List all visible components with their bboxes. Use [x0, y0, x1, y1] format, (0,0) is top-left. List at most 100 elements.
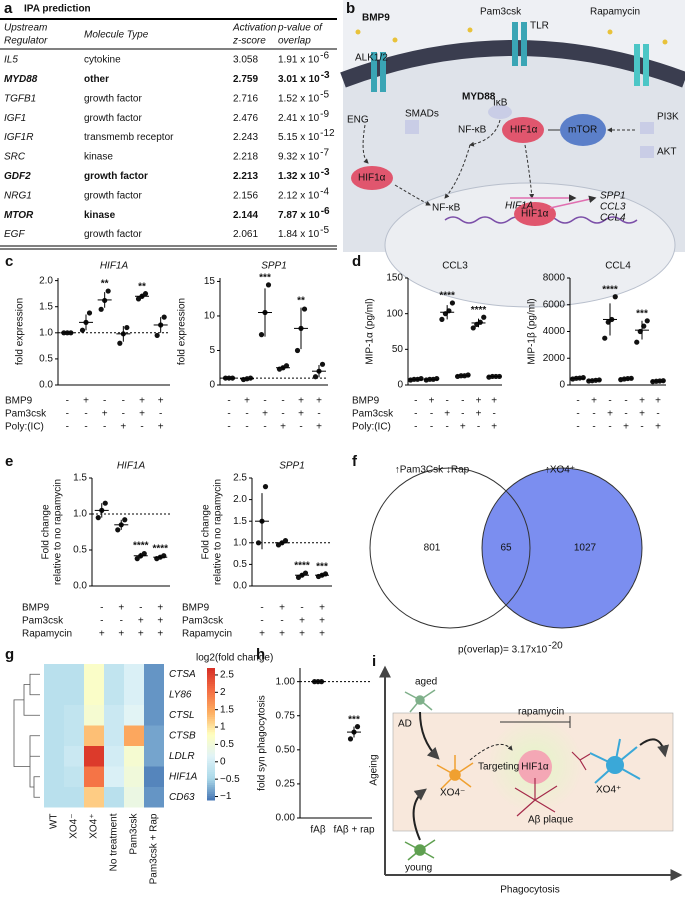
- p-exponent: -6: [321, 206, 330, 217]
- heat-cell: [84, 684, 104, 705]
- condition-sign: +: [118, 629, 124, 640]
- diagram-label: TLR: [530, 21, 549, 32]
- colorbar-step: [207, 760, 215, 764]
- count: 801: [424, 543, 441, 554]
- column-label: XO4⁻: [69, 814, 80, 839]
- colorbar-step: [207, 791, 215, 794]
- condition-sign: -: [84, 409, 87, 420]
- colorbar-step: [207, 780, 215, 783]
- data-point: [98, 306, 104, 312]
- condition-sign: +: [299, 616, 305, 627]
- row-label: LDLR: [169, 751, 195, 762]
- colorbar-step: [207, 714, 215, 717]
- heat-cell: [104, 725, 124, 746]
- condition-name: BMP9: [182, 603, 210, 614]
- y-tick-label: 2.5: [233, 473, 247, 484]
- condition-sign: -: [624, 409, 627, 420]
- y-tick-label: 0.5: [233, 559, 247, 570]
- y-axis-label: fold expression: [15, 298, 26, 365]
- condition-sign: +: [244, 396, 250, 407]
- significance: ***: [259, 273, 271, 284]
- condition-sign: -: [461, 396, 464, 407]
- heat-cell: [64, 684, 84, 705]
- colorbar-step: [207, 751, 215, 755]
- condition-sign: +: [102, 409, 108, 420]
- condition-sign: +: [444, 409, 450, 420]
- y-tick-label: 100: [386, 308, 403, 319]
- colorbar-step: [207, 698, 215, 702]
- heat-cell: [144, 766, 164, 787]
- regulator: TGFB1: [4, 93, 36, 104]
- regulator: IL5: [4, 55, 18, 66]
- heat-cell: [144, 705, 164, 726]
- set-b-label: ↑XO4⁺: [545, 465, 575, 476]
- z-score: 2.144: [233, 210, 258, 221]
- regulator: GDF2: [4, 171, 31, 182]
- z-score: 2.476: [233, 113, 258, 124]
- data-point: [86, 310, 93, 316]
- condition-sign: -: [280, 616, 283, 627]
- condition-sign: -: [260, 616, 263, 627]
- panel-letter: h: [256, 646, 265, 663]
- y-tick-label: 4000: [543, 326, 566, 337]
- condition-name: Poly:(IC): [352, 422, 391, 433]
- y-tick-label: 0.0: [73, 581, 87, 592]
- colorbar-step: [207, 778, 215, 781]
- condition-sign: -: [227, 409, 230, 420]
- diagram-label: Targeting: [478, 762, 519, 773]
- data-point: [262, 484, 269, 490]
- diagram-label: CCL4: [600, 213, 626, 224]
- significance: ****: [133, 541, 149, 552]
- data-point: [301, 306, 308, 312]
- heat-cell: [104, 746, 124, 767]
- p-value: 2.41 x 10: [278, 113, 320, 124]
- colorbar-tick-label: 2: [220, 687, 226, 698]
- condition-sign: +: [655, 396, 661, 407]
- data-point: [117, 340, 123, 346]
- p-value: 9.32 x 10: [278, 152, 320, 163]
- colorbar-step: [207, 670, 215, 673]
- condition-sign: -: [100, 603, 103, 614]
- condition-name: Pam3csk: [182, 616, 224, 627]
- p-value: 1.52 x 10: [278, 93, 320, 104]
- data-point: [628, 375, 634, 381]
- colorbar-step: [207, 749, 215, 753]
- dendrogram: [13, 673, 40, 798]
- diagram-label: BMP9: [362, 13, 390, 24]
- heat-cell: [84, 725, 104, 746]
- data-point: [95, 515, 101, 521]
- y-tick-label: 6000: [543, 299, 566, 310]
- y-axis-label: Fold change: [41, 504, 52, 559]
- data-point: [644, 318, 650, 324]
- data-point: [439, 316, 445, 322]
- p-exponent: -7: [320, 148, 329, 159]
- significance: **: [297, 295, 305, 306]
- condition-sign: -: [576, 409, 579, 420]
- row-label: CTSL: [169, 710, 195, 721]
- column-label: No treatment: [109, 813, 120, 871]
- condition-sign: +: [591, 396, 597, 407]
- colorbar-step: [207, 712, 215, 715]
- condition-sign: -: [414, 422, 417, 433]
- y-tick-label: 0.5: [39, 354, 53, 365]
- y-axis-label: MIP-1β (pg/ml): [527, 298, 538, 364]
- diagram-label: HIF1A: [505, 201, 534, 212]
- young-cell: [404, 839, 436, 861]
- colorbar-step: [207, 775, 215, 779]
- y-axis-label: fold syn phagocytosis: [257, 695, 268, 791]
- condition-sign: +: [298, 409, 304, 420]
- chart-title: SPP1: [279, 461, 305, 472]
- colorbar-step: [207, 692, 215, 695]
- condition-name: BMP9: [22, 603, 50, 614]
- significance: **: [101, 279, 109, 290]
- y-tick-label: 2000: [543, 353, 566, 364]
- condition-sign: -: [592, 422, 595, 433]
- regulator: EGF: [4, 229, 25, 240]
- heat-cell: [104, 787, 124, 808]
- colorbar-step: [207, 685, 215, 689]
- heat-cell: [124, 684, 144, 705]
- p-value: 7.87 x 10: [278, 210, 320, 221]
- data-point: [612, 294, 618, 300]
- y-tick-label: 1.00: [276, 676, 296, 687]
- condition-sign: -: [300, 603, 303, 614]
